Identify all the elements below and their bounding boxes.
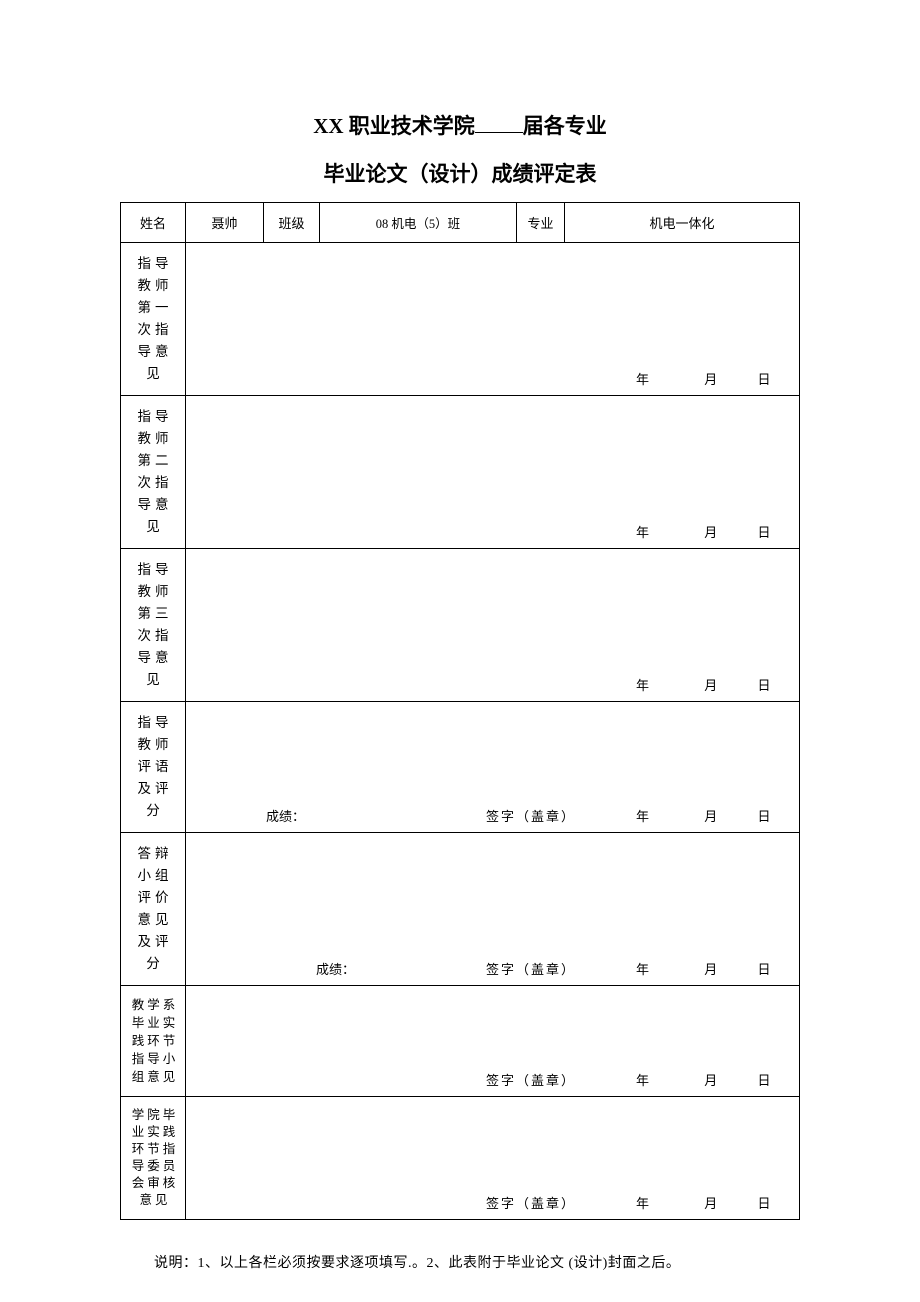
day-label: 日 bbox=[744, 675, 784, 694]
bottom-line-5: 成绩： 签字（盖章） 年 月 日 bbox=[186, 959, 799, 978]
row-content-5: 成绩： 签字（盖章） 年 月 日 bbox=[186, 833, 800, 986]
row-label-2: 指导教师第二次指导意见 bbox=[121, 396, 186, 549]
month-label: 月 bbox=[681, 675, 741, 694]
row-guidance-3: 指导教师第三次指导意见 年 月 日 bbox=[121, 549, 800, 702]
row-label-4: 指导教师评语及评分 bbox=[121, 702, 186, 833]
month-label: 月 bbox=[681, 806, 741, 825]
title-blank bbox=[475, 115, 523, 133]
date-line-3: 年 月 日 bbox=[186, 675, 799, 694]
row-label-3: 指导教师第三次指导意见 bbox=[121, 549, 186, 702]
day-label: 日 bbox=[744, 522, 784, 541]
month-label: 月 bbox=[681, 1070, 741, 1089]
name-label: 姓名 bbox=[121, 203, 186, 243]
row-label-7: 学院毕业实践环节指导委员会审核意见 bbox=[121, 1097, 186, 1220]
row-content-3: 年 月 日 bbox=[186, 549, 800, 702]
row-college-committee: 学院毕业实践环节指导委员会审核意见 签字（盖章） 年 月 日 bbox=[121, 1097, 800, 1220]
bottom-line-7: 签字（盖章） 年 月 日 bbox=[186, 1193, 799, 1212]
row-label-1: 指导教师第一次指导意见 bbox=[121, 243, 186, 396]
row-label-6: 教学系毕业实践环节指导小组意见 bbox=[121, 986, 186, 1097]
major-label: 专业 bbox=[517, 203, 565, 243]
name-value: 聂帅 bbox=[186, 203, 264, 243]
year-label: 年 bbox=[608, 1193, 678, 1212]
month-label: 月 bbox=[681, 369, 741, 388]
bottom-line-6: 签字（盖章） 年 月 日 bbox=[186, 1070, 799, 1089]
evaluation-table: 姓名 聂帅 班级 08 机电（5）班 专业 机电一体化 指导教师第一次指导意见 … bbox=[120, 202, 800, 1220]
row-dept-group: 教学系毕业实践环节指导小组意见 签字（盖章） 年 月 日 bbox=[121, 986, 800, 1097]
signature-label: 签字（盖章） bbox=[486, 1193, 576, 1212]
day-label: 日 bbox=[744, 806, 784, 825]
row-label-5: 答辩小组评价意见及评分 bbox=[121, 833, 186, 986]
year-label: 年 bbox=[608, 806, 678, 825]
row-guidance-2: 指导教师第二次指导意见 年 月 日 bbox=[121, 396, 800, 549]
title-line-1: XX 职业技术学院 届各专业 bbox=[120, 110, 800, 140]
row-content-4: 成绩： 签字（盖章） 年 月 日 bbox=[186, 702, 800, 833]
row-content-7: 签字（盖章） 年 月 日 bbox=[186, 1097, 800, 1220]
day-label: 日 bbox=[744, 1193, 784, 1212]
signature-label: 签字（盖章） bbox=[486, 1070, 576, 1089]
row-content-6: 签字（盖章） 年 月 日 bbox=[186, 986, 800, 1097]
date-line-2: 年 月 日 bbox=[186, 522, 799, 541]
bottom-line-4: 成绩： 签字（盖章） 年 月 日 bbox=[186, 806, 799, 825]
year-label: 年 bbox=[608, 675, 678, 694]
title-suffix: 届各专业 bbox=[523, 114, 607, 138]
score-label: 成绩： bbox=[266, 806, 305, 825]
year-label: 年 bbox=[608, 1070, 678, 1089]
signature-label: 签字（盖章） bbox=[486, 806, 576, 825]
title-line-2: 毕业论文（设计）成绩评定表 bbox=[120, 158, 800, 188]
class-value: 08 机电（5）班 bbox=[320, 203, 517, 243]
row-teacher-comment: 指导教师评语及评分 成绩： 签字（盖章） 年 月 日 bbox=[121, 702, 800, 833]
month-label: 月 bbox=[681, 522, 741, 541]
day-label: 日 bbox=[744, 1070, 784, 1089]
row-content-2: 年 月 日 bbox=[186, 396, 800, 549]
day-label: 日 bbox=[744, 369, 784, 388]
year-label: 年 bbox=[608, 522, 678, 541]
month-label: 月 bbox=[681, 959, 741, 978]
year-label: 年 bbox=[608, 369, 678, 388]
title-prefix: XX 职业技术学院 bbox=[313, 114, 475, 138]
year-label: 年 bbox=[608, 959, 678, 978]
row-guidance-1: 指导教师第一次指导意见 年 月 日 bbox=[121, 243, 800, 396]
month-label: 月 bbox=[681, 1193, 741, 1212]
class-label: 班级 bbox=[264, 203, 320, 243]
day-label: 日 bbox=[744, 959, 784, 978]
header-row: 姓名 聂帅 班级 08 机电（5）班 专业 机电一体化 bbox=[121, 203, 800, 243]
score-label: 成绩： bbox=[316, 959, 355, 978]
date-line-1: 年 月 日 bbox=[186, 369, 799, 388]
note-text: 说明：1、以上各栏必须按要求逐项填写.。2、此表附于毕业论文 (设计)封面之后。 bbox=[120, 1252, 800, 1272]
row-content-1: 年 月 日 bbox=[186, 243, 800, 396]
signature-label: 签字（盖章） bbox=[486, 959, 576, 978]
row-defense-group: 答辩小组评价意见及评分 成绩： 签字（盖章） 年 月 日 bbox=[121, 833, 800, 986]
major-value: 机电一体化 bbox=[565, 203, 800, 243]
